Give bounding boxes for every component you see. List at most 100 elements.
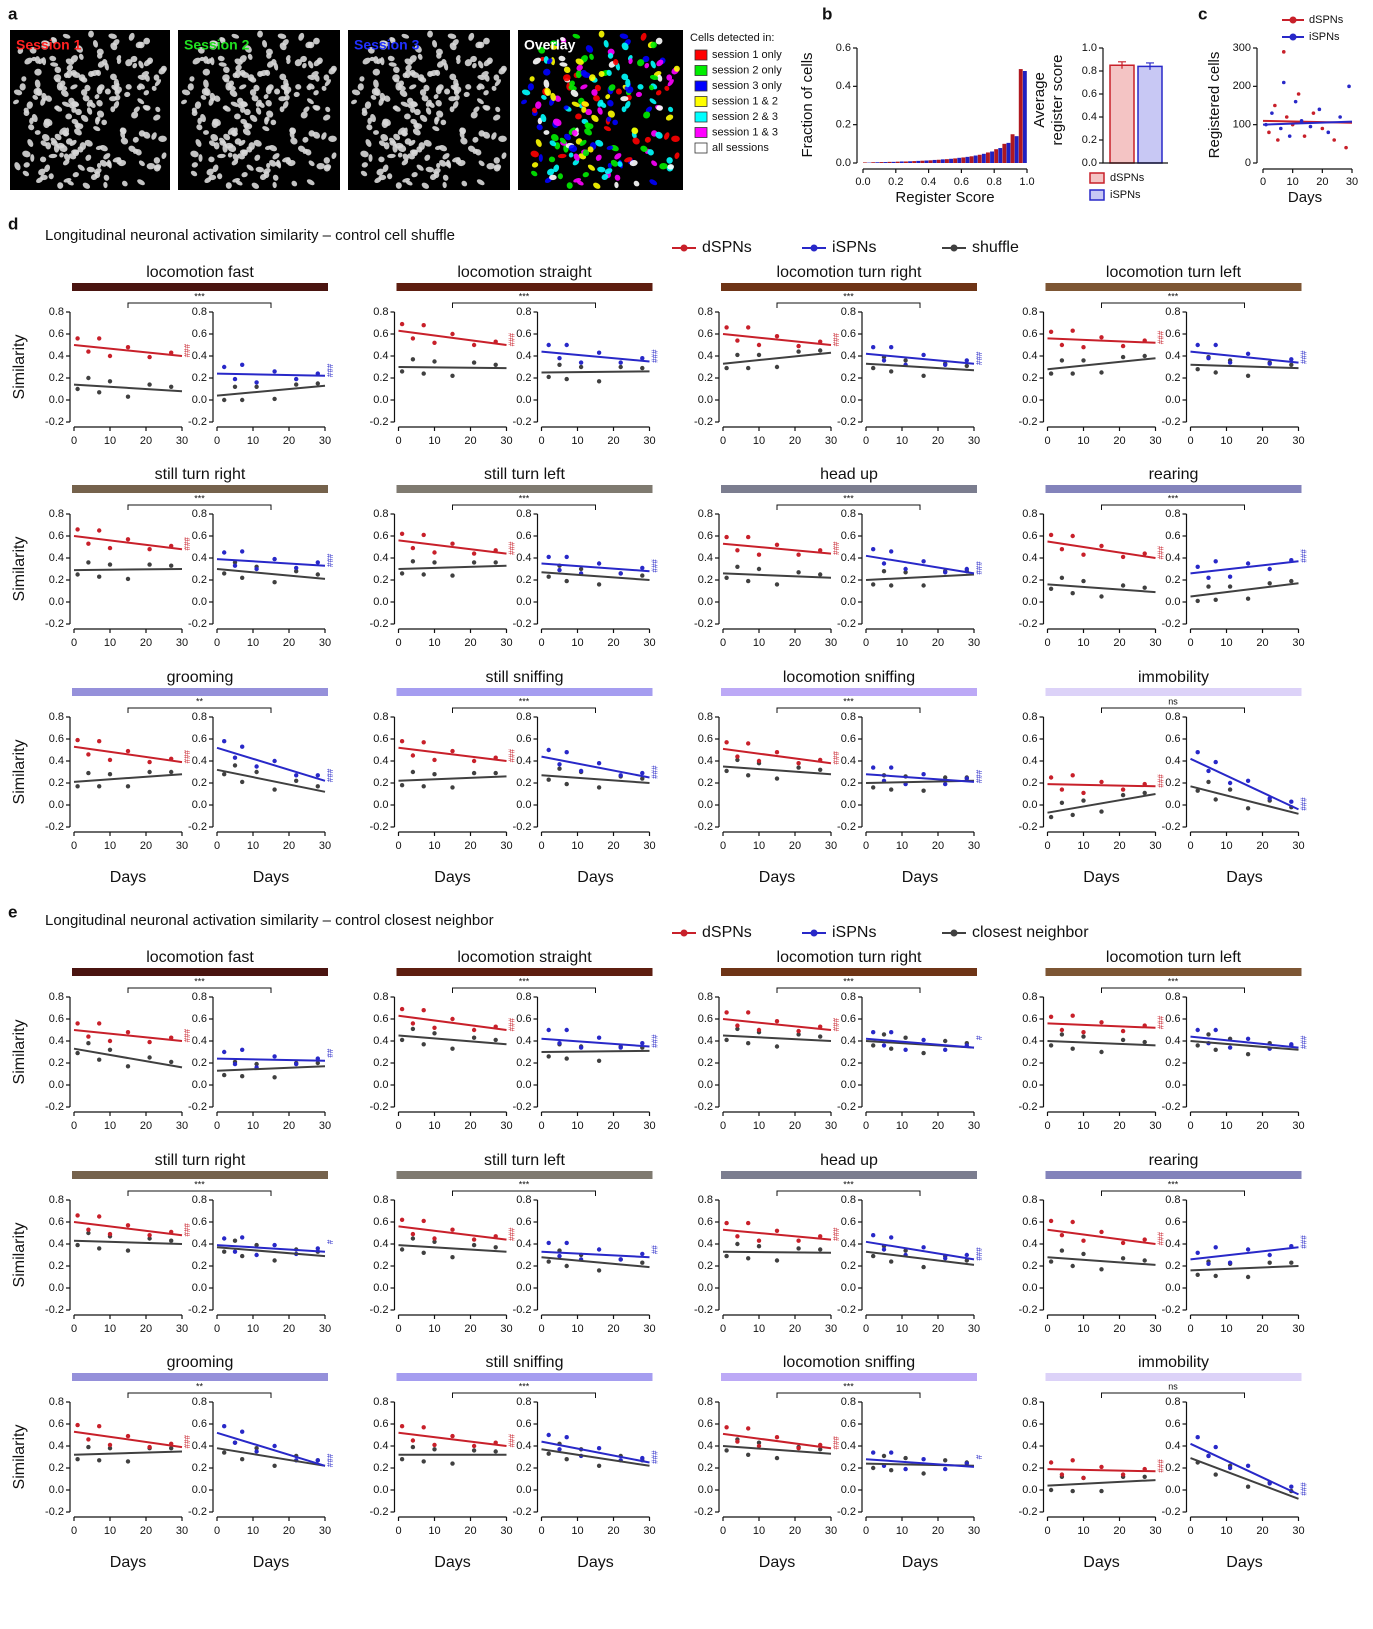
- point: [796, 761, 800, 765]
- histogram-bar: [879, 162, 883, 163]
- y-tick-label: 0.6: [841, 530, 856, 542]
- panel-label: e: [8, 902, 17, 921]
- control-point: [222, 398, 226, 402]
- histogram-bar: [863, 162, 867, 163]
- axes: [213, 312, 325, 427]
- y-tick-label: -0.2: [513, 1304, 532, 1316]
- y-tick-label: -0.2: [1162, 1101, 1181, 1113]
- control-point: [169, 1060, 173, 1064]
- x-tick-label: 30: [500, 435, 512, 447]
- point: [724, 1425, 728, 1429]
- point: [75, 527, 79, 531]
- x-tick-label: 0: [720, 435, 726, 447]
- significance-label: ***: [519, 291, 530, 301]
- control-point: [1060, 801, 1064, 805]
- y-tick-label: 0.8: [1165, 711, 1180, 723]
- behavior-title: still sniffing: [486, 669, 564, 686]
- y-tick-label: 0.4: [516, 1035, 531, 1047]
- control-fit-line: [217, 770, 325, 792]
- point: [240, 1048, 244, 1052]
- control-point: [1081, 1034, 1085, 1038]
- point: [557, 762, 561, 766]
- point: [222, 739, 226, 743]
- legend-label: session 2 only: [712, 64, 782, 76]
- point: [1300, 119, 1304, 123]
- control-point: [1121, 1256, 1125, 1260]
- control-point: [169, 385, 173, 389]
- trend-significance: ###: [974, 1247, 983, 1261]
- control-point: [422, 784, 426, 788]
- y-tick-label: 0.2: [192, 1057, 207, 1069]
- y-tick-label: 0.2: [516, 574, 531, 586]
- behavior-bar: [721, 1171, 977, 1179]
- x-axis-title: Days: [902, 869, 938, 886]
- point: [1228, 360, 1232, 364]
- x-tick-label: 30: [825, 840, 837, 852]
- control-point: [222, 772, 226, 776]
- legend-label: iSPNs: [1110, 189, 1141, 201]
- behavior-bar: [397, 968, 653, 976]
- point: [97, 739, 101, 743]
- point: [597, 351, 601, 355]
- y-tick-label: 0.4: [1082, 111, 1097, 123]
- point: [75, 1021, 79, 1025]
- y-tick-label: 0.6: [698, 1418, 713, 1430]
- point: [746, 1221, 750, 1225]
- behavior-title: head up: [820, 466, 878, 483]
- x-axis-title: Days: [1226, 1554, 1262, 1571]
- control-point: [1214, 598, 1218, 602]
- x-axis-title: Days: [759, 1554, 795, 1571]
- x-axis-title: Register Score: [895, 189, 994, 206]
- control-point: [871, 582, 875, 586]
- control-point: [97, 1458, 101, 1462]
- control-point: [1289, 363, 1293, 367]
- control-point: [86, 1041, 90, 1045]
- behavior-bar: [397, 485, 653, 493]
- y-tick-label: 0.0: [49, 799, 64, 811]
- y-tick-label: 0.6: [1165, 1418, 1180, 1430]
- point: [557, 1041, 561, 1045]
- y-tick-label: 0.0: [1165, 1079, 1180, 1091]
- x-tick-label: 20: [1113, 1323, 1125, 1335]
- point: [921, 1038, 925, 1042]
- x-tick-label: 10: [896, 637, 908, 649]
- y-tick-label: 0.8: [1165, 508, 1180, 520]
- point: [547, 555, 551, 559]
- histogram-bar: [904, 161, 908, 163]
- control-point: [735, 1242, 739, 1246]
- y-tick-label: 0.8: [841, 1194, 856, 1206]
- behavior-bar: [1046, 485, 1302, 493]
- cell: [154, 157, 160, 164]
- control-point: [943, 1458, 947, 1462]
- control-point: [1246, 1485, 1250, 1489]
- trend-significance: ###: [182, 1029, 191, 1043]
- x-tick-label: 20: [283, 637, 295, 649]
- control-fit-line: [723, 573, 831, 577]
- x-tick-label: 10: [1220, 1525, 1232, 1537]
- x-tick-label: 0: [395, 435, 401, 447]
- point: [724, 325, 728, 329]
- significance-label: ns: [1168, 1381, 1178, 1391]
- behavior-title: immobility: [1138, 1354, 1209, 1371]
- y-tick-label: 0.2: [841, 1260, 856, 1272]
- significance-label: ***: [1168, 493, 1179, 503]
- x-tick-label: 0: [214, 637, 220, 649]
- x-tick-label: 0: [71, 1323, 77, 1335]
- point: [1303, 134, 1307, 138]
- control-point: [724, 366, 728, 370]
- point: [75, 1423, 79, 1427]
- point: [1206, 1262, 1210, 1266]
- behavior-title: locomotion straight: [457, 949, 592, 966]
- point: [889, 1030, 893, 1034]
- point: [75, 336, 79, 340]
- y-tick-label: -0.2: [1019, 416, 1038, 428]
- trend-significance: ###: [325, 554, 334, 568]
- histogram-bar: [966, 157, 970, 163]
- histogram-bar: [908, 161, 912, 163]
- x-tick-label: 0: [863, 637, 869, 649]
- fit-line: [1048, 1469, 1156, 1471]
- x-tick-label: 10: [571, 637, 583, 649]
- point: [1071, 329, 1075, 333]
- control-point: [547, 375, 551, 379]
- y-tick-label: 0.8: [192, 991, 207, 1003]
